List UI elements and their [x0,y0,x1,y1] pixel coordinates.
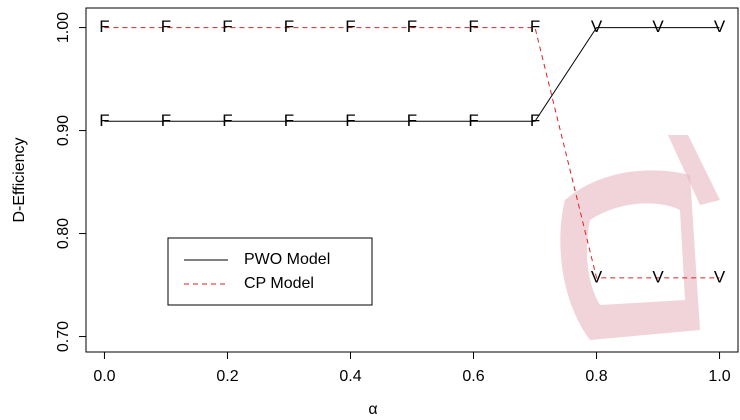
y-tick-label: 0.90 [55,115,72,146]
point-marker: V [591,267,603,286]
legend-label: PWO Model [244,251,330,268]
point-marker: F [161,111,171,130]
point-marker: F [99,17,109,36]
point-marker: F [284,111,294,130]
x-tick-label: 1.0 [708,368,730,385]
series-line [104,27,720,122]
legend-box [167,237,373,306]
point-marker: V [714,17,726,36]
x-tick-label: 0.6 [462,368,484,385]
point-marker: F [468,111,478,130]
watermark [668,135,720,205]
y-axis-label: D-Efficiency [11,137,28,222]
point-marker: F [530,111,540,130]
point-marker: V [652,267,664,286]
series-line [104,27,720,279]
x-tick-label: 0.8 [585,368,607,385]
point-marker: F [222,17,232,36]
point-marker: V [591,17,603,36]
point-marker: V [652,17,664,36]
x-tick-label: 0.0 [93,368,115,385]
point-marker: V [714,267,726,286]
x-tick-label: 0.2 [216,368,238,385]
x-tick-label: 0.4 [339,368,361,385]
point-marker: F [407,17,417,36]
y-tick-label: 1.00 [55,12,72,43]
point-marker: F [222,111,232,130]
point-marker: F [99,111,109,130]
y-tick-label: 0.70 [55,321,72,352]
point-marker: F [345,111,355,130]
point-marker: F [345,17,355,36]
watermark [560,170,700,340]
x-axis-label: α [368,401,377,418]
legend-label: CP Model [244,275,314,292]
point-marker: F [468,17,478,36]
point-marker: F [530,17,540,36]
point-marker: F [284,17,294,36]
y-tick-label: 0.80 [55,218,72,249]
point-marker: F [407,111,417,130]
plot-frame [85,7,739,353]
point-marker: F [161,17,171,36]
